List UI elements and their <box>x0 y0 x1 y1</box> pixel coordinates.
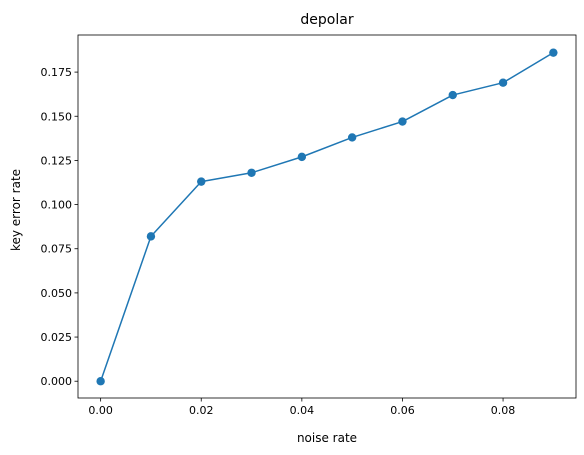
x-tick-label: 0.00 <box>88 404 113 417</box>
series-line <box>99 52 554 382</box>
data-point <box>448 90 457 100</box>
plot-frame <box>77 34 577 399</box>
data-point <box>398 117 407 126</box>
y-tick-label: 0.075 <box>41 243 73 256</box>
data-point <box>549 48 558 57</box>
x-tick-label: 0.02 <box>189 404 214 417</box>
y-tick-label: 0.100 <box>41 199 73 212</box>
y-axis-label: key error rate <box>9 169 23 251</box>
x-axis-ticks: 0.00 0.02 0.04 0.06 0.08 <box>88 398 515 417</box>
chart-title: depolar <box>300 12 353 28</box>
data-point <box>297 152 307 162</box>
x-tick-label: 0.08 <box>491 404 516 417</box>
y-tick-label: 0.125 <box>41 154 73 167</box>
data-point <box>197 177 206 186</box>
y-tick-label: 0.000 <box>41 375 73 388</box>
x-tick-label: 0.04 <box>290 404 315 417</box>
data-point <box>498 78 508 87</box>
x-axis-label: noise rate <box>297 431 357 445</box>
y-tick-label: 0.050 <box>41 287 73 300</box>
y-tick-label: 0.150 <box>41 110 73 123</box>
y-axis-ticks: 0.000 0.025 0.050 0.075 0.100 0.125 0.150 0.175 <box>41 66 78 388</box>
data-point <box>96 377 105 386</box>
data-point <box>347 133 357 142</box>
y-tick-label: 0.175 <box>41 66 73 79</box>
plot-area <box>77 34 577 399</box>
data-point <box>247 168 256 177</box>
y-tick-label: 0.025 <box>41 331 73 344</box>
x-tick-label: 0.06 <box>390 404 415 417</box>
data-point <box>146 232 156 241</box>
